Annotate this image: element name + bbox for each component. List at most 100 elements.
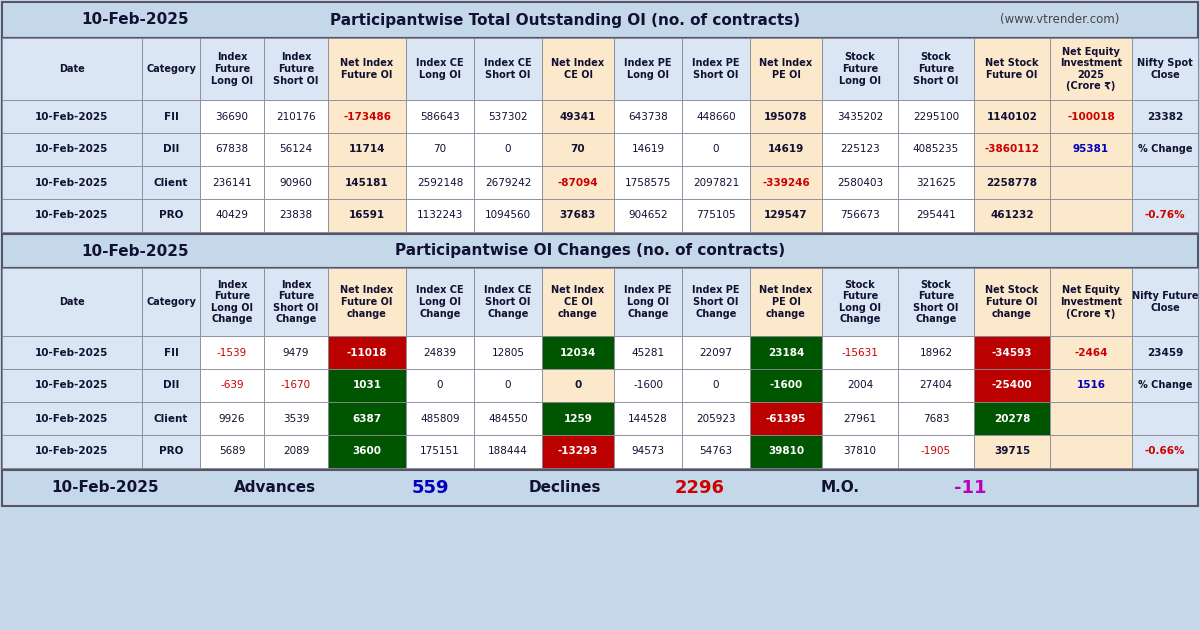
Bar [898,435,974,468]
Bar [1132,38,1198,100]
Bar [2,38,142,100]
Text: % Change: % Change [1138,144,1193,154]
Text: 144528: 144528 [628,413,668,423]
Bar [142,166,200,199]
Text: 1031: 1031 [353,381,382,391]
Text: Net Stock
Future OI: Net Stock Future OI [985,58,1039,80]
Text: -639: -639 [220,381,244,391]
Bar [406,166,474,199]
Text: Index CE
Long OI: Index CE Long OI [416,58,464,80]
Text: 210176: 210176 [276,112,316,122]
Bar [974,133,1050,166]
Text: 2580403: 2580403 [836,178,883,188]
Bar [328,268,406,336]
Bar [1050,402,1132,435]
Text: 54763: 54763 [700,447,732,457]
Text: 236141: 236141 [212,178,252,188]
Text: 10-Feb-2025: 10-Feb-2025 [35,210,109,220]
Bar [474,268,542,336]
Text: Stock
Future
Long OI: Stock Future Long OI [839,52,881,86]
Text: Index
Future
Long OI: Index Future Long OI [211,52,253,86]
Text: -100018: -100018 [1067,112,1115,122]
Bar [822,435,898,468]
Text: Index
Future
Short OI
Change: Index Future Short OI Change [274,280,319,324]
Text: DII: DII [163,144,179,154]
Text: DII: DII [163,381,179,391]
Text: 461232: 461232 [990,210,1034,220]
Bar [822,369,898,402]
Bar [750,133,822,166]
Bar [264,369,328,402]
Text: 484550: 484550 [488,413,528,423]
Text: Net Index
Future OI: Net Index Future OI [341,58,394,80]
Text: 23459: 23459 [1147,348,1183,357]
Text: 70: 70 [571,144,586,154]
Bar [1050,435,1132,468]
Text: % Change: % Change [1138,381,1193,391]
Bar [1050,369,1132,402]
Bar [264,199,328,232]
Text: 0: 0 [505,144,511,154]
Text: 95381: 95381 [1073,144,1109,154]
Bar [142,336,200,369]
Bar [2,268,1198,468]
Bar [542,268,614,336]
Text: Index PE
Short OI
Change: Index PE Short OI Change [692,285,739,319]
Text: 4085235: 4085235 [913,144,959,154]
Bar [898,100,974,133]
Bar [142,268,200,336]
Bar [542,166,614,199]
Text: 756673: 756673 [840,210,880,220]
Bar [406,435,474,468]
Text: Date: Date [59,64,85,74]
Text: 643738: 643738 [628,112,668,122]
Text: FII: FII [163,348,179,357]
Bar [614,435,682,468]
Text: 40429: 40429 [216,210,248,220]
Text: 129547: 129547 [764,210,808,220]
Bar [142,369,200,402]
Text: 1259: 1259 [564,413,593,423]
Text: 0: 0 [713,381,719,391]
Text: 321625: 321625 [916,178,956,188]
Text: Participantwise OI Changes (no. of contracts): Participantwise OI Changes (no. of contr… [395,244,785,258]
Bar [1050,268,1132,336]
Text: 9479: 9479 [283,348,310,357]
Text: Net Equity
Investment
(Crore ₹): Net Equity Investment (Crore ₹) [1060,285,1122,319]
Bar [542,369,614,402]
Text: -0.76%: -0.76% [1145,210,1186,220]
Bar [142,133,200,166]
Bar [1050,199,1132,232]
Bar [474,369,542,402]
Bar [822,336,898,369]
Bar [200,133,264,166]
Text: 23382: 23382 [1147,112,1183,122]
Text: Net Index
PE OI
change: Net Index PE OI change [760,285,812,319]
Text: Category: Category [146,64,196,74]
Text: 49341: 49341 [560,112,596,122]
Bar [822,133,898,166]
Bar [200,268,264,336]
Text: Net Equity
Investment
2025
(Crore ₹): Net Equity Investment 2025 (Crore ₹) [1060,47,1122,91]
Text: 37810: 37810 [844,447,876,457]
Bar [406,133,474,166]
Text: Index CE
Long OI
Change: Index CE Long OI Change [416,285,464,319]
Bar [1050,100,1132,133]
Bar [200,435,264,468]
Bar [328,435,406,468]
Text: 295441: 295441 [916,210,956,220]
Bar [264,402,328,435]
Bar [822,100,898,133]
Text: 20278: 20278 [994,413,1030,423]
Bar [1050,336,1132,369]
Text: -1600: -1600 [769,381,803,391]
Text: Index CE
Short OI
Change: Index CE Short OI Change [484,285,532,319]
Bar [614,100,682,133]
Text: 10-Feb-2025: 10-Feb-2025 [82,244,188,258]
Bar [200,100,264,133]
Bar [1050,38,1132,100]
Bar [142,100,200,133]
Bar [200,336,264,369]
Bar [898,336,974,369]
Text: PRO: PRO [158,210,184,220]
